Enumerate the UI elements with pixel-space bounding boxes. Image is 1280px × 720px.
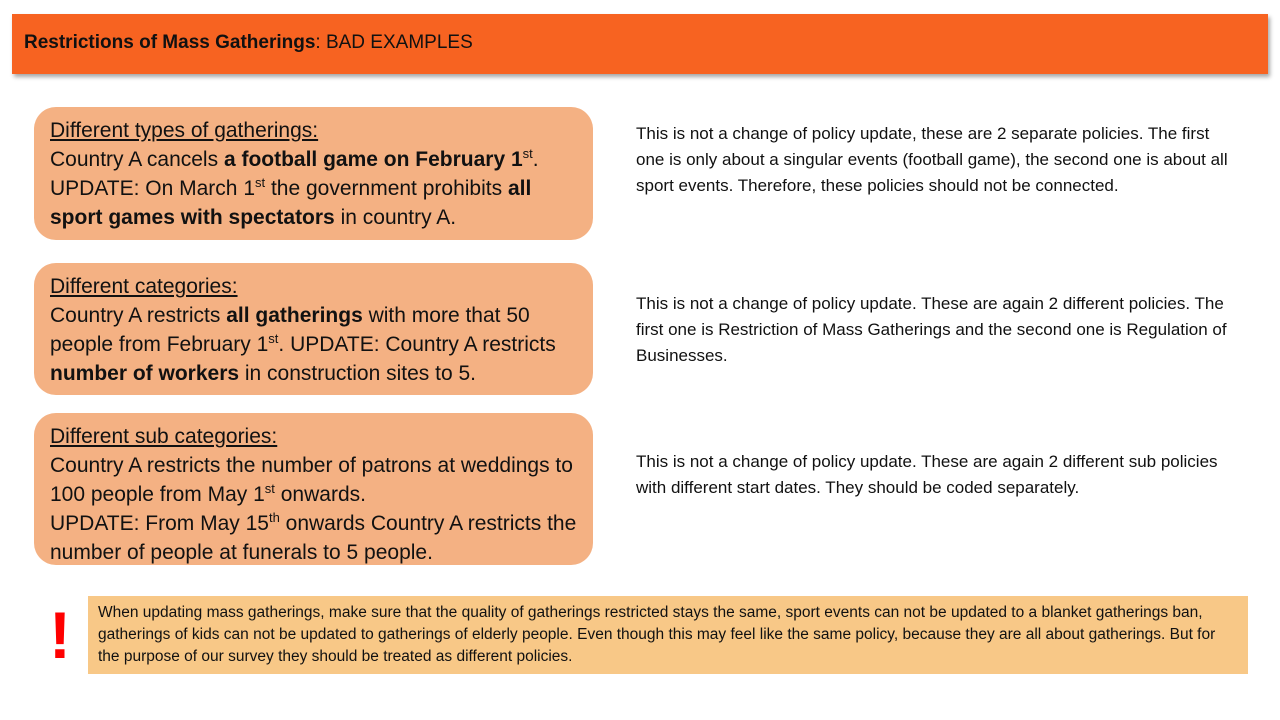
slide-title: Restrictions of Mass Gatherings: BAD EXA… xyxy=(24,32,473,54)
slide-title-bold: Restrictions of Mass Gatherings xyxy=(24,32,316,53)
explanation-categories: This is not a change of policy update. T… xyxy=(636,294,1227,365)
example-update: UPDATE: From May 15th onwards Country A … xyxy=(50,510,577,564)
example-body: Country A restricts the number of patron… xyxy=(50,454,573,506)
warning-note: When updating mass gatherings, make sure… xyxy=(88,596,1248,674)
example-card-subcategories: Different sub categories: Country A rest… xyxy=(34,413,593,565)
example-card-types: Different types of gatherings: Country A… xyxy=(34,107,593,240)
exclamation-icon: ! xyxy=(49,598,71,672)
example-heading: Different categories: xyxy=(50,275,238,298)
explanation-types: This is not a change of policy update, t… xyxy=(636,124,1228,195)
slide-title-rest: : BAD EXAMPLES xyxy=(315,32,473,53)
title-bar: Restrictions of Mass Gatherings: BAD EXA… xyxy=(12,14,1268,74)
example-update: UPDATE: On March 1st the government proh… xyxy=(50,175,532,229)
example-heading: Different sub categories: xyxy=(50,425,278,448)
example-line: Country A cancels a football game on Feb… xyxy=(50,146,539,171)
explanation-subcategories: This is not a change of policy update. T… xyxy=(636,452,1218,497)
example-card-categories: Different categories: Country A restrict… xyxy=(34,263,593,395)
example-heading: Different types of gatherings: xyxy=(50,119,319,142)
example-body: Country A restricts all gatherings with … xyxy=(50,304,556,385)
